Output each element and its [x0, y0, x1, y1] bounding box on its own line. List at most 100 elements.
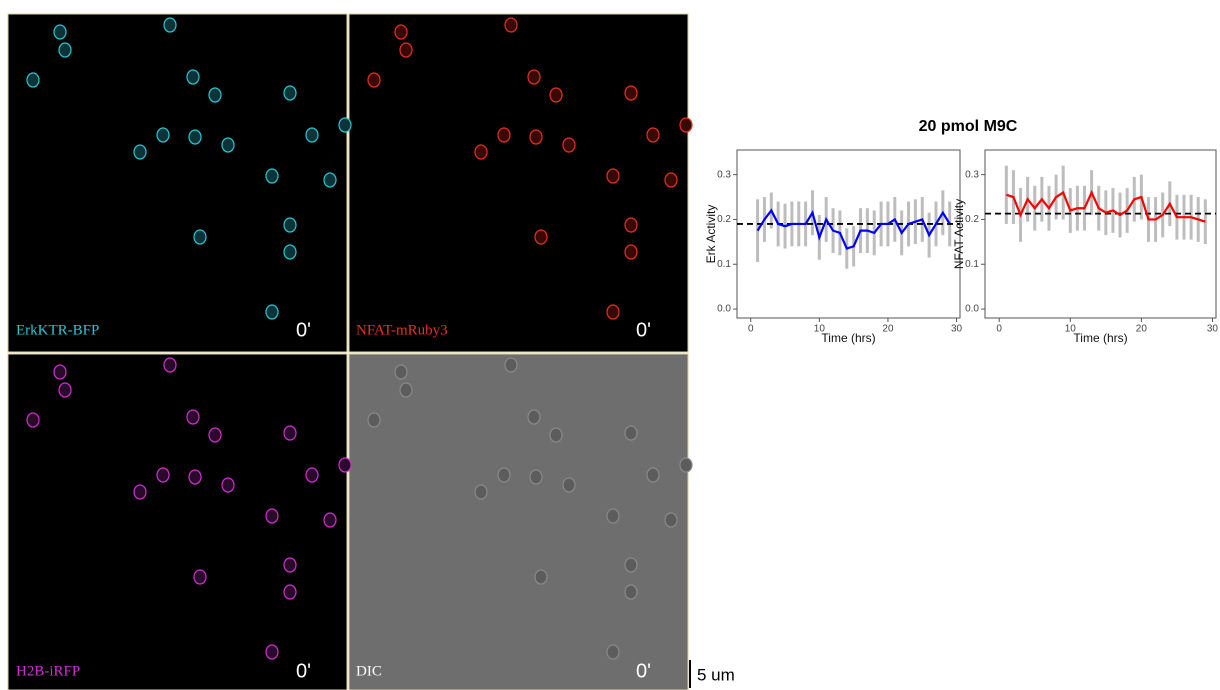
cell: [265, 508, 279, 524]
cell: [53, 364, 67, 380]
cell: [624, 557, 638, 573]
y-tick-label: 0.0: [717, 304, 731, 315]
cell: [283, 425, 297, 441]
plot-frame: [736, 149, 961, 319]
y-tick-label: 0.3: [965, 169, 979, 180]
cell: [208, 87, 222, 103]
cell: [133, 484, 147, 500]
y-tick-label: 0.3: [717, 169, 731, 180]
cell: [527, 69, 541, 85]
panel-label: ErkKTR-BFP: [16, 322, 99, 338]
cell: [283, 217, 297, 233]
x-tick-label: 10: [1065, 324, 1077, 335]
cell: [664, 512, 678, 528]
x-tick-label: 30: [1207, 324, 1219, 335]
cell: [188, 129, 202, 145]
image-panel: [7, 13, 348, 353]
y-axis-label: NFAT Activity: [952, 199, 966, 269]
cells: [26, 17, 693, 660]
image-panel: [348, 353, 689, 690]
cell: [624, 584, 638, 600]
cell: [549, 87, 563, 103]
y-tick-label: 0.1: [965, 259, 979, 270]
cell: [323, 512, 337, 528]
panel-time: 0': [636, 660, 651, 682]
x-tick-label: 20: [1136, 324, 1148, 335]
x-tick-label: 30: [951, 324, 963, 335]
cell: [367, 72, 381, 88]
cell: [562, 137, 576, 153]
x-axis-label: Time (hrs): [821, 331, 875, 345]
y-tick-label: 0.1: [717, 259, 731, 270]
cell: [399, 382, 413, 398]
cell: [504, 357, 518, 373]
cell: [133, 144, 147, 160]
y-axis-label: Erk Activity: [704, 205, 718, 264]
cell: [624, 85, 638, 101]
cell: [534, 569, 548, 585]
y-tick-label: 0.2: [717, 214, 731, 225]
cell: [527, 409, 541, 425]
cell: [186, 409, 200, 425]
cell: [646, 467, 660, 483]
line: [756, 208, 951, 250]
cell: [283, 85, 297, 101]
cell: [367, 412, 381, 428]
cell: [606, 644, 620, 660]
cell: [58, 42, 72, 58]
cell: [474, 484, 488, 500]
cell: [265, 168, 279, 184]
cell: [221, 477, 235, 493]
cell: [606, 304, 620, 320]
y-tick-label: 0.0: [965, 304, 979, 315]
x-axis-label: Time (hrs): [1073, 331, 1127, 345]
cell: [188, 469, 202, 485]
panel-time: 0': [296, 660, 311, 682]
cell: [163, 17, 177, 33]
cell: [646, 127, 660, 143]
cell: [156, 127, 170, 143]
cell: [305, 127, 319, 143]
cell: [193, 569, 207, 585]
cell: [497, 127, 511, 143]
cell: [193, 229, 207, 245]
cell: [323, 172, 337, 188]
cell: [399, 42, 413, 58]
cell: [221, 137, 235, 153]
cell: [497, 467, 511, 483]
cell: [265, 644, 279, 660]
image-panel: [348, 13, 689, 353]
cell: [562, 477, 576, 493]
cell: [305, 467, 319, 483]
x-tick-label: 0: [748, 324, 754, 335]
cell: [208, 427, 222, 443]
cell: [156, 467, 170, 483]
panel-time: 0': [296, 319, 311, 341]
scale-bar-label: 5 um: [697, 665, 735, 684]
cell: [186, 69, 200, 85]
cell: [474, 144, 488, 160]
line: [1005, 189, 1206, 223]
cell: [624, 425, 638, 441]
cell: [394, 364, 408, 380]
cell: [529, 469, 543, 485]
cell: [338, 117, 352, 133]
cell: [549, 427, 563, 443]
x-tick-label: 0: [996, 324, 1002, 335]
panel-label: DIC: [356, 663, 382, 679]
cell: [504, 17, 518, 33]
panel-label: NFAT-mRuby3: [356, 322, 448, 338]
image-panel: [7, 353, 348, 690]
x-tick-label: 20: [882, 324, 894, 335]
cell: [283, 557, 297, 573]
cell: [265, 304, 279, 320]
cell: [394, 24, 408, 40]
cell: [534, 229, 548, 245]
cell: [664, 172, 678, 188]
cell: [338, 457, 352, 473]
cell: [26, 72, 40, 88]
figure-title: 20 pmol M9C: [919, 118, 1018, 135]
cell: [26, 412, 40, 428]
x-tick-label: 10: [814, 324, 826, 335]
